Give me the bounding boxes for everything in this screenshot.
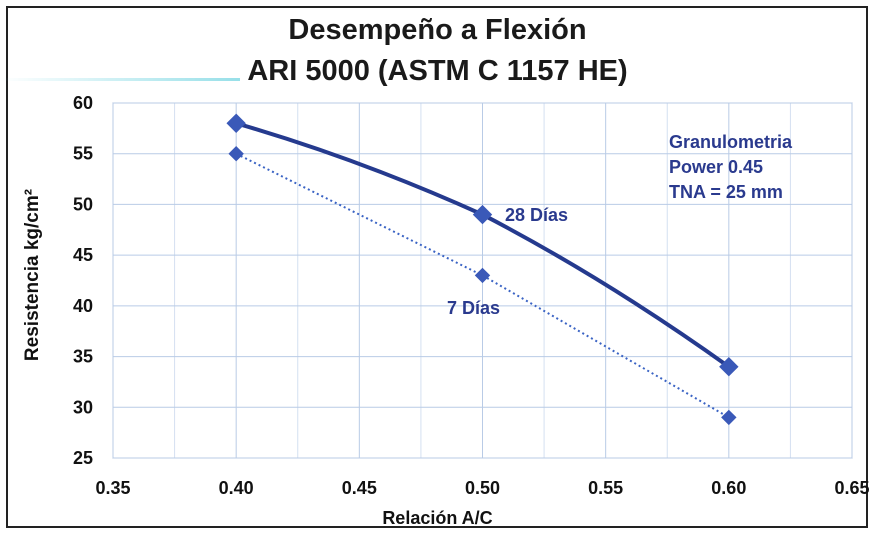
y-tick-label: 60 <box>73 93 93 113</box>
data-point-7-dias <box>721 409 737 426</box>
x-tick-label: 0.45 <box>342 478 377 498</box>
series-label-28-dias: 28 Días <box>505 205 569 225</box>
y-tick-label: 35 <box>73 347 93 367</box>
series-line-7-dias <box>235 152 730 419</box>
y-tick-label: 50 <box>73 194 93 214</box>
chart-title: Desempeño a Flexión <box>288 14 587 46</box>
chart-frame <box>6 6 868 528</box>
x-tick-label: 0.50 <box>465 478 500 498</box>
x-tick-label: 0.55 <box>588 478 623 498</box>
granulometry-annotation: Granulometria Power 0.45 TNA = 25 mm <box>669 130 792 205</box>
tick-labels: 0.35 0.40 0.45 0.50 0.55 0.60 0.65 60 55 50 45 40 35… <box>73 93 870 498</box>
data-points <box>226 113 739 426</box>
y-tick-label: 25 <box>73 448 93 468</box>
y-tick-label: 55 <box>73 144 93 164</box>
data-point-28-dias <box>226 113 246 133</box>
x-axis-label: Relación A/C <box>382 508 493 528</box>
annotation-line-2: Power 0.45 <box>669 157 764 177</box>
y-axis-label: Resistencia kg/cm² <box>22 188 43 362</box>
x-tick-label: 0.40 <box>219 478 254 498</box>
gridlines <box>112 102 853 459</box>
data-point-28-dias <box>472 204 493 225</box>
decorative-stripe <box>0 78 240 81</box>
x-tick-label: 0.35 <box>95 478 130 498</box>
data-point-7-dias <box>228 146 244 162</box>
data-point-28-dias <box>719 357 739 377</box>
y-tick-label: 45 <box>73 245 93 265</box>
series-label-7-dias: 7 Días <box>447 298 501 318</box>
chart-subtitle: ARI 5000 (ASTM C 1157 HE) <box>247 55 628 87</box>
x-tick-label: 0.65 <box>834 478 869 498</box>
annotation-line-3: TNA = 25 mm <box>669 182 783 202</box>
y-tick-label: 30 <box>73 397 93 417</box>
data-point-7-dias <box>474 267 491 284</box>
annotation-line-1: Granulometria <box>669 132 793 152</box>
x-tick-label: 0.60 <box>711 478 746 498</box>
y-tick-label: 40 <box>73 296 93 316</box>
